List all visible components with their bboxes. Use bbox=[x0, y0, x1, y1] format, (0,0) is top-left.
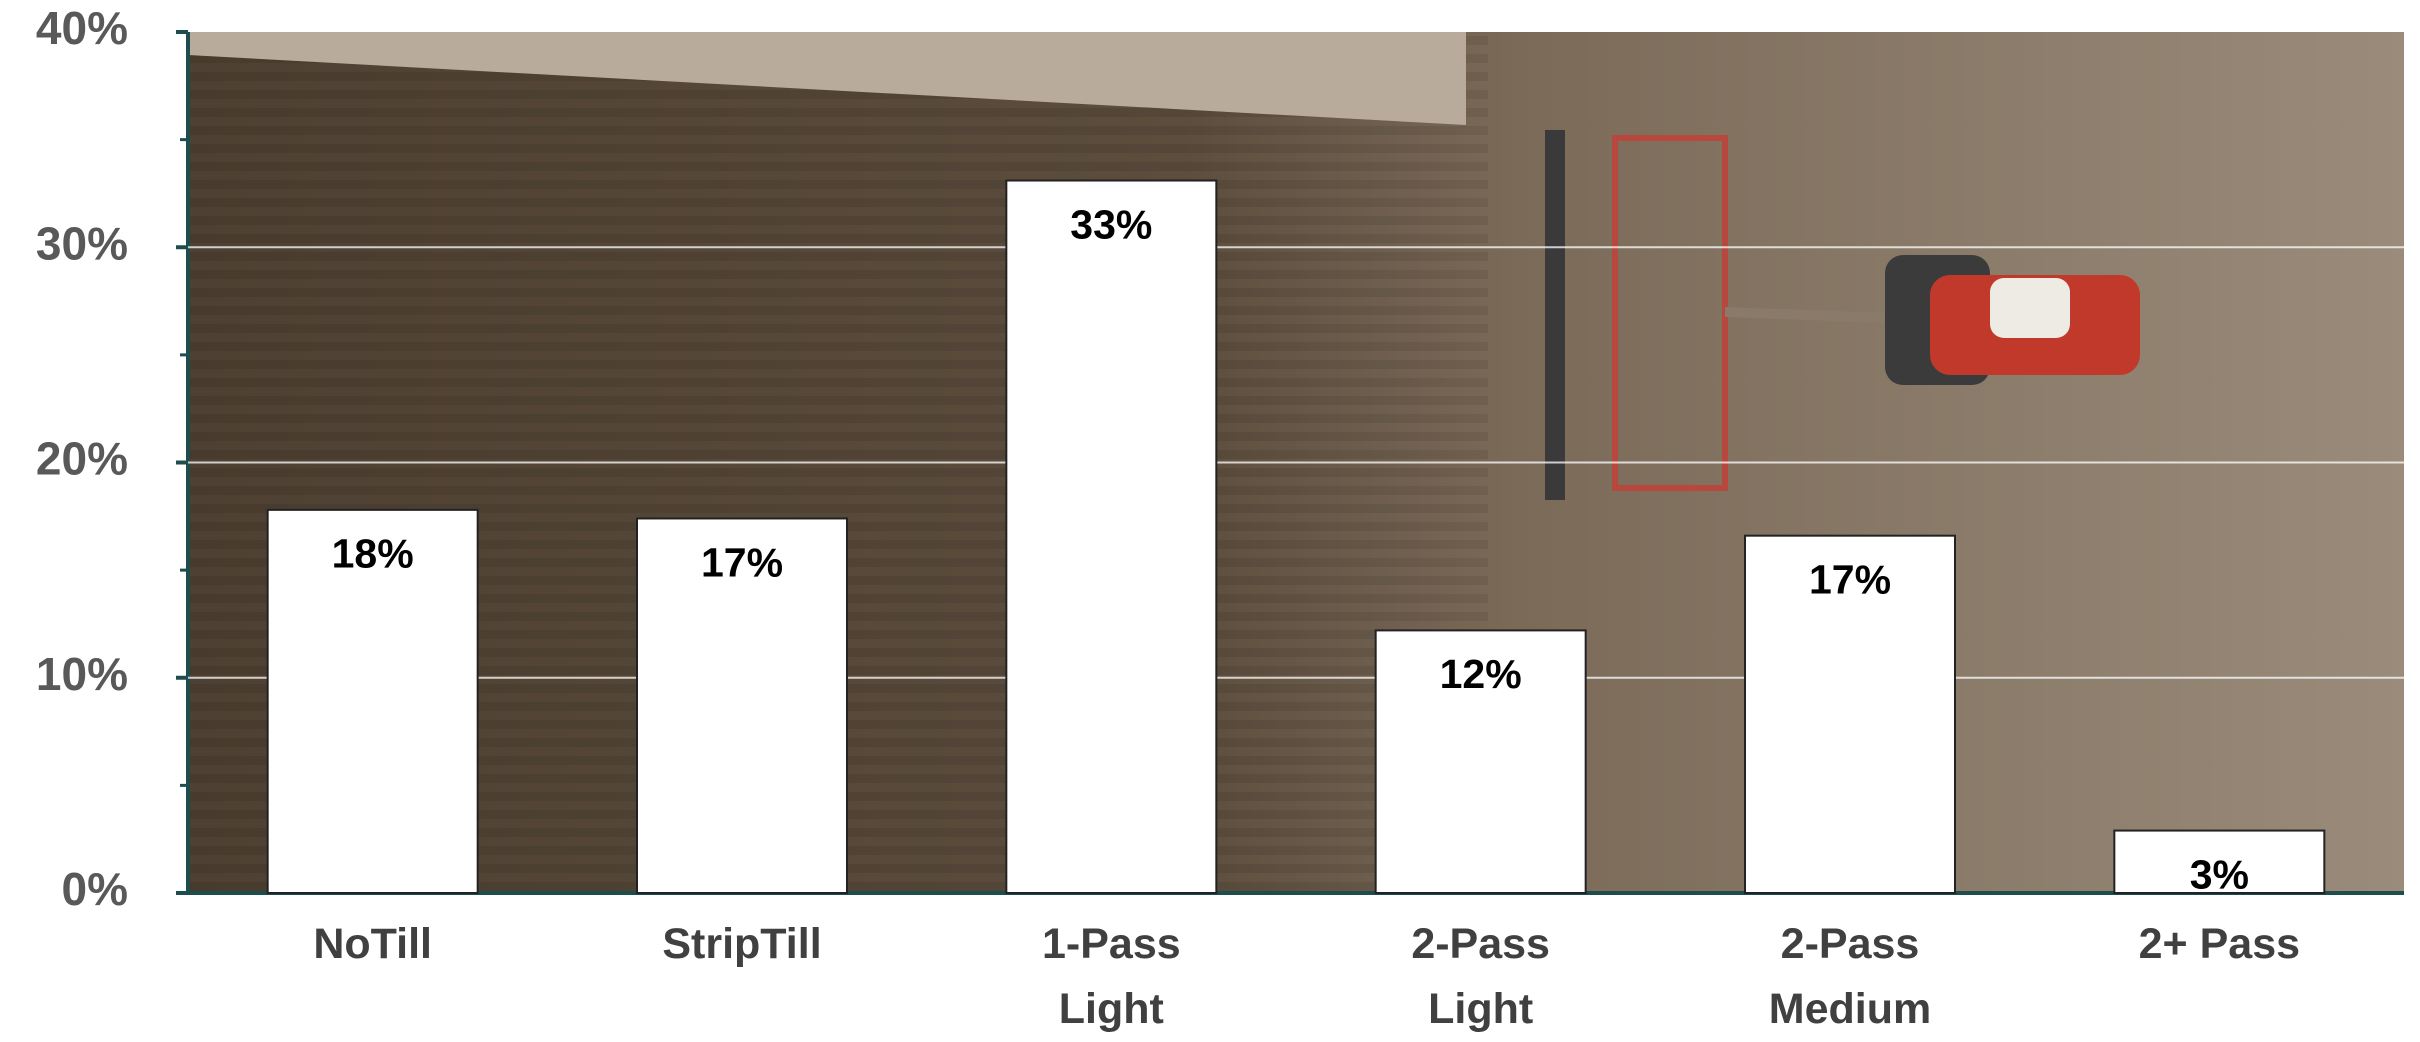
x-tick-label: 1-Pass Light bbox=[1041, 920, 1181, 1033]
y-tick-label: 20% bbox=[36, 433, 128, 485]
bar bbox=[2113, 829, 2326, 895]
y-tick-label: 10% bbox=[36, 648, 128, 700]
bar bbox=[1374, 629, 1587, 895]
bars: 18% 17% 33% 12% 17% 3% bbox=[188, 179, 2404, 897]
x-tick-label: NoTill bbox=[313, 920, 432, 968]
y-tick-label: 40% bbox=[36, 2, 128, 54]
bar bbox=[1744, 534, 1956, 894]
bar bbox=[266, 508, 479, 894]
data-label: 17% bbox=[701, 539, 783, 585]
x-tick-label: StripTill bbox=[662, 920, 822, 968]
y-tick-label: 0% bbox=[62, 863, 128, 915]
x-tick-label: 2-Pass Medium bbox=[1768, 920, 1932, 1033]
data-label: 33% bbox=[1070, 201, 1152, 247]
data-label: 12% bbox=[1440, 651, 1522, 697]
data-label: 3% bbox=[2190, 851, 2249, 897]
tractor bbox=[1545, 130, 2140, 500]
y-tick-label: 30% bbox=[36, 217, 128, 269]
bar bbox=[636, 517, 848, 895]
data-label: 18% bbox=[332, 531, 414, 577]
data-label: 17% bbox=[1809, 557, 1891, 603]
bar bbox=[1005, 179, 1218, 894]
x-tick-label: 2+ Pass bbox=[2138, 920, 2301, 968]
x-tick-label: 2-Pass Light bbox=[1411, 920, 1550, 1033]
